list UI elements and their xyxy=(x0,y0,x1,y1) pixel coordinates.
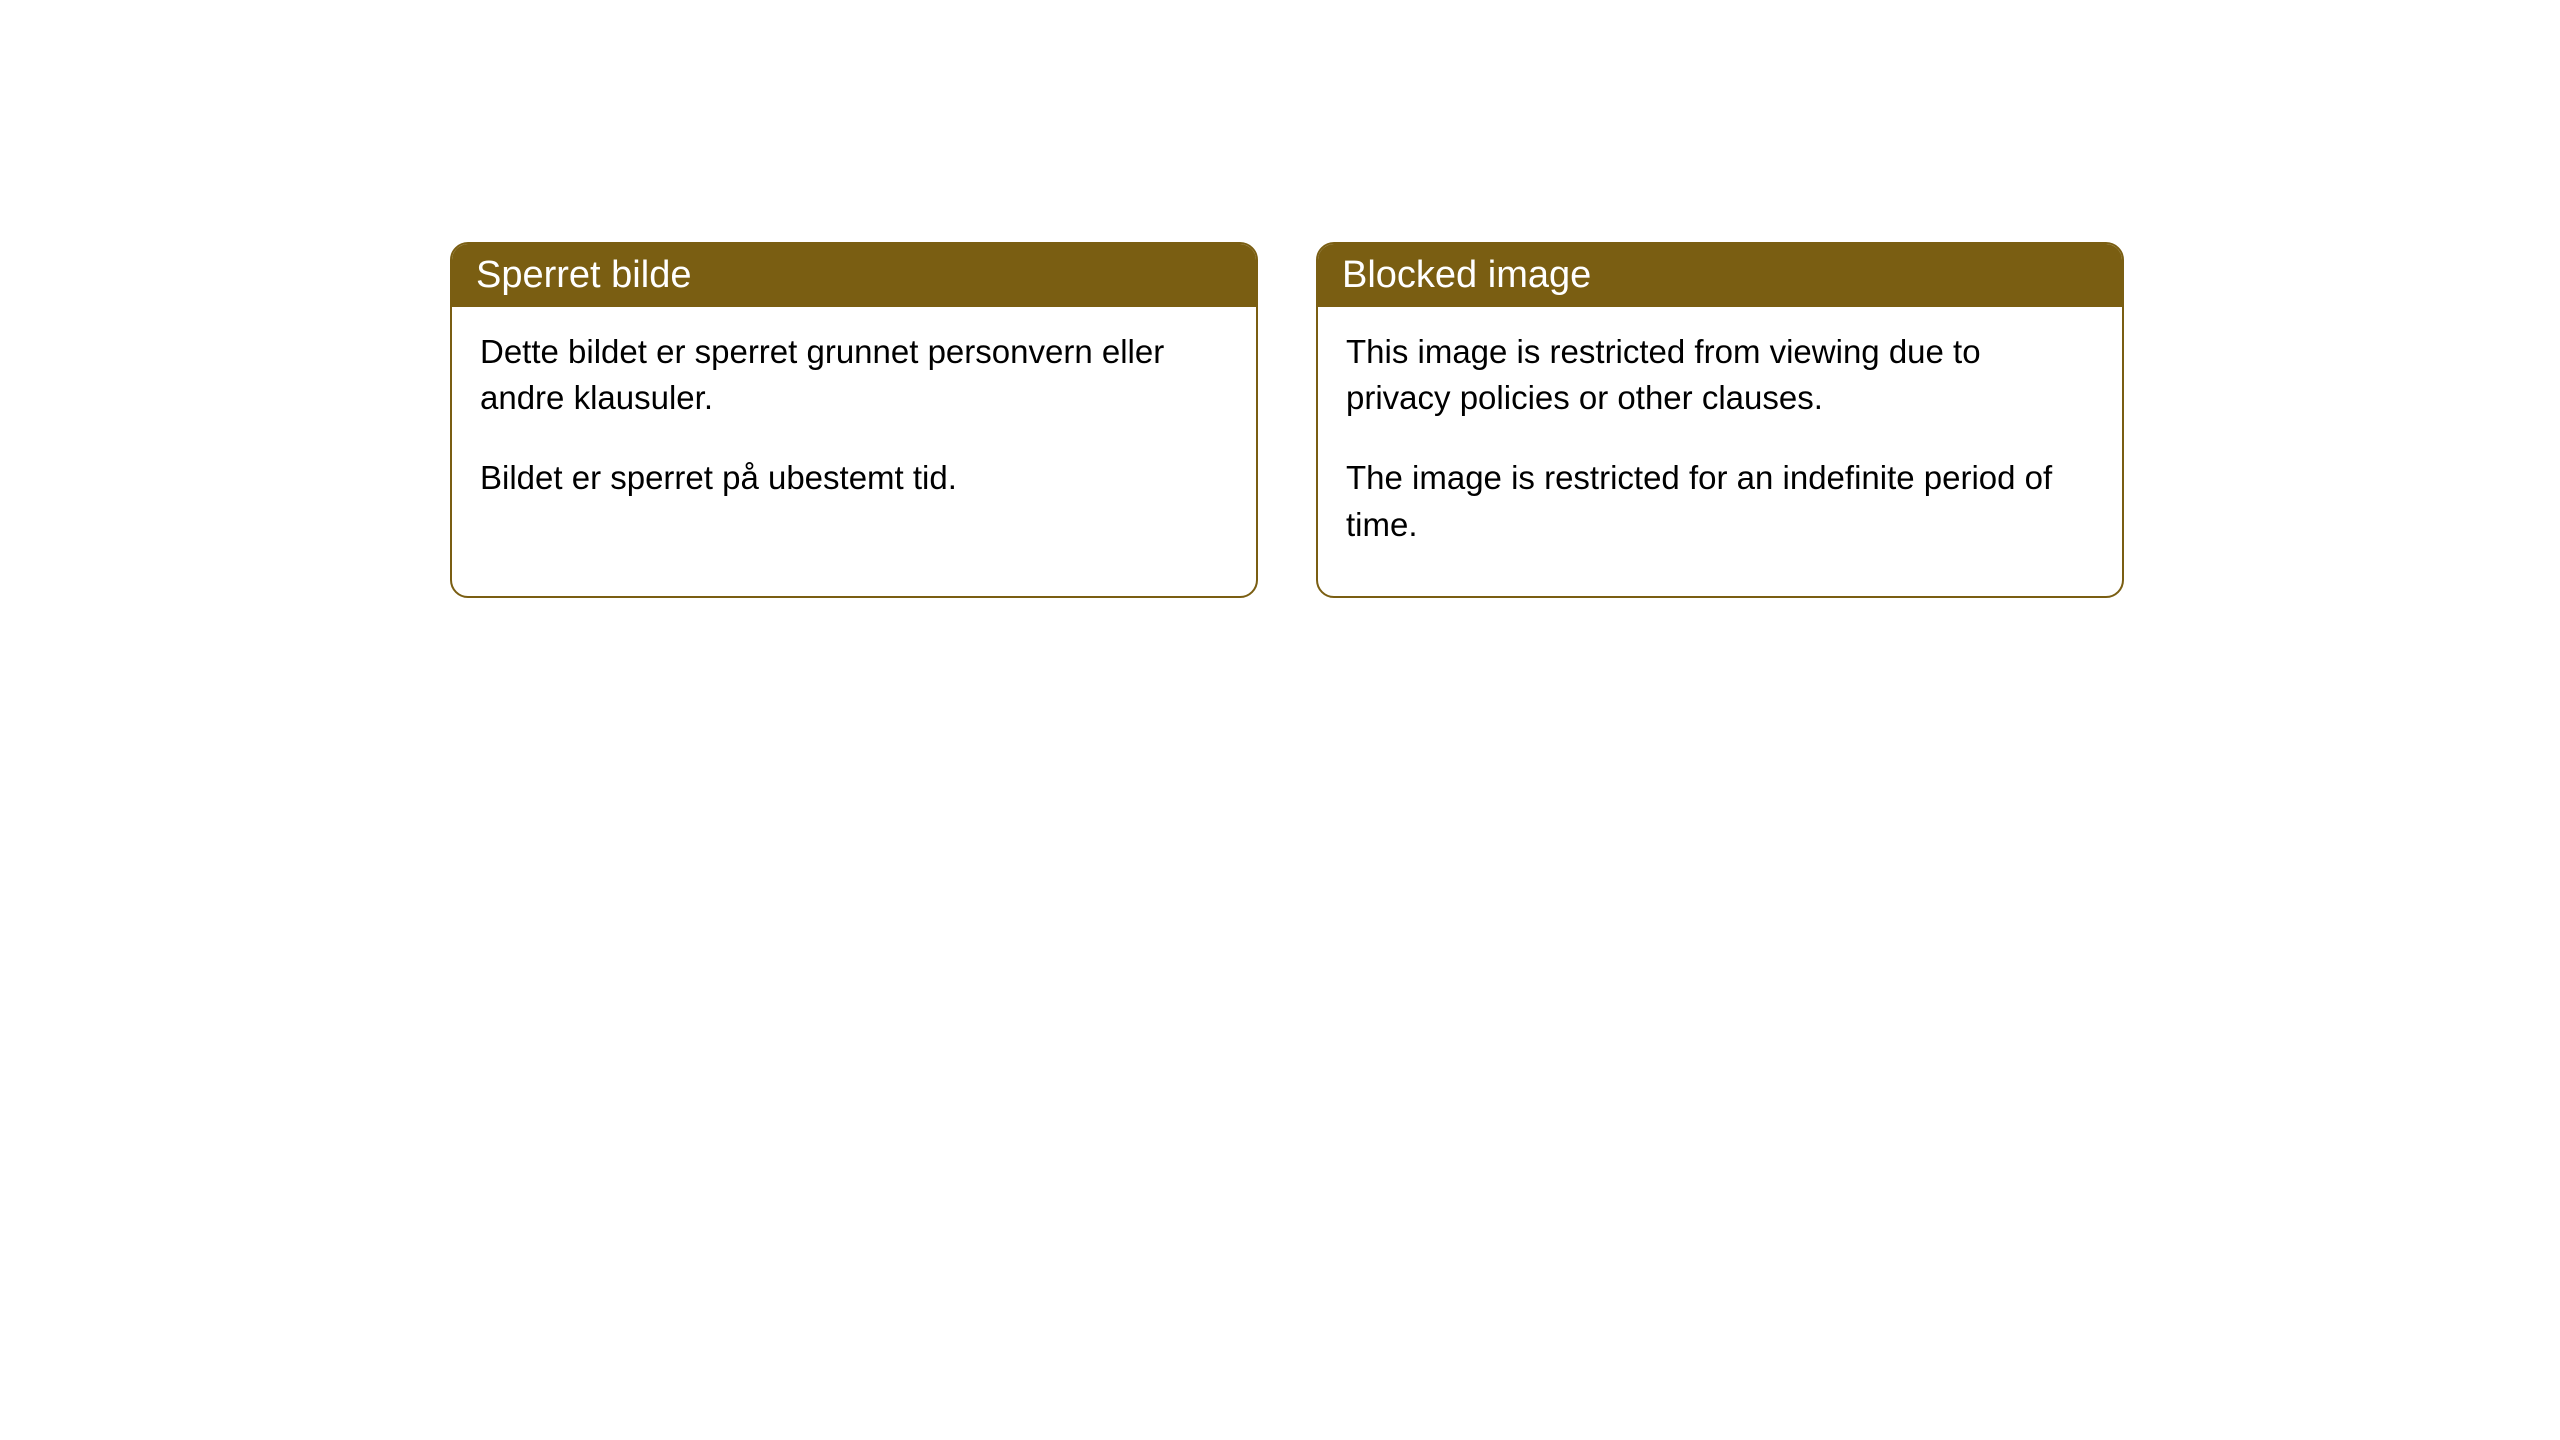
card-body: Dette bildet er sperret grunnet personve… xyxy=(452,307,1256,550)
notice-cards-container: Sperret bilde Dette bildet er sperret gr… xyxy=(450,242,2124,598)
card-paragraph: The image is restricted for an indefinit… xyxy=(1346,455,2094,547)
card-body: This image is restricted from viewing du… xyxy=(1318,307,2122,596)
card-header: Blocked image xyxy=(1318,244,2122,307)
card-title: Blocked image xyxy=(1342,254,1591,296)
card-title: Sperret bilde xyxy=(476,254,691,296)
notice-card-english: Blocked image This image is restricted f… xyxy=(1316,242,2124,598)
card-paragraph: Bildet er sperret på ubestemt tid. xyxy=(480,455,1228,501)
card-header: Sperret bilde xyxy=(452,244,1256,307)
card-paragraph: This image is restricted from viewing du… xyxy=(1346,329,2094,421)
notice-card-norwegian: Sperret bilde Dette bildet er sperret gr… xyxy=(450,242,1258,598)
card-paragraph: Dette bildet er sperret grunnet personve… xyxy=(480,329,1228,421)
